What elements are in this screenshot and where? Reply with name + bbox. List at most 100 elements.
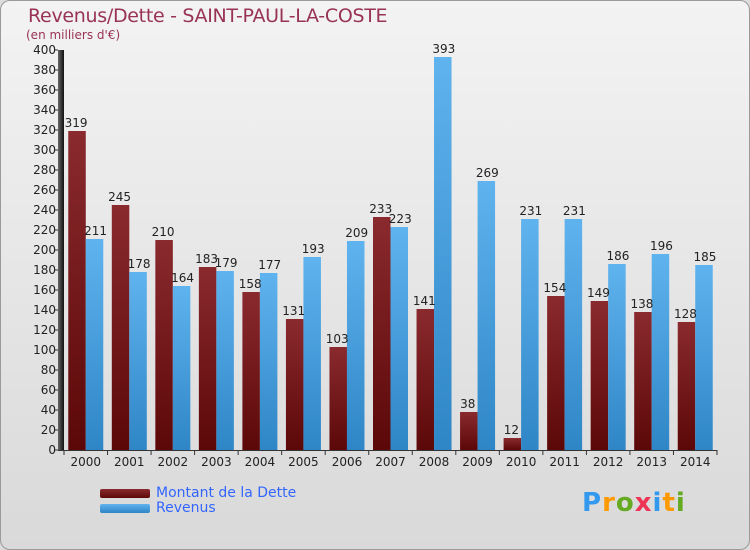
proxiti-logo: Proxiti — [582, 488, 686, 518]
bar-dette — [329, 347, 347, 450]
data-label-dette: 158 — [239, 277, 262, 291]
bar-revenus — [172, 286, 191, 450]
x-tick-label: 2007 — [375, 455, 406, 469]
data-label-dette: 138 — [630, 297, 653, 311]
x-tick-label: 2004 — [245, 455, 276, 469]
y-tick-label: 160 — [33, 283, 56, 297]
data-label-revenus: 177 — [258, 258, 281, 272]
data-label-revenus: 223 — [389, 212, 412, 226]
logo-letter: o — [615, 488, 635, 518]
data-label-dette: 233 — [369, 202, 392, 216]
data-label-revenus: 209 — [345, 226, 368, 240]
bar-dette — [503, 438, 522, 450]
bar-dette — [242, 292, 260, 450]
logo-letter: t — [662, 488, 676, 518]
y-tick-label: 280 — [33, 163, 56, 177]
data-label-dette: 319 — [65, 116, 88, 130]
y-tick-label: 180 — [33, 263, 56, 277]
chart-subtitle: (en milliers d'€) — [26, 28, 121, 42]
y-tick-label: 360 — [33, 83, 56, 97]
y-tick-label: 140 — [33, 303, 56, 317]
bar-revenus — [651, 254, 670, 450]
x-tick-label: 2012 — [593, 455, 624, 469]
data-label-revenus: 185 — [694, 250, 717, 264]
y-tick-label: 400 — [33, 43, 56, 57]
bar-dette — [155, 240, 173, 450]
data-label-revenus: 178 — [128, 257, 151, 271]
y-tick-label: 120 — [33, 323, 56, 337]
data-label-dette: 12 — [504, 423, 519, 437]
bar-revenus — [390, 227, 408, 450]
x-tick-label: 2009 — [462, 455, 493, 469]
data-label-dette: 131 — [282, 304, 305, 318]
y-tick-label: 300 — [33, 143, 56, 157]
data-label-dette: 38 — [460, 397, 475, 411]
bar-dette — [198, 267, 217, 450]
data-label-dette: 154 — [543, 281, 566, 295]
data-label-dette: 128 — [674, 307, 697, 321]
x-tick-label: 2013 — [636, 455, 667, 469]
chart-title: Revenus/Dette - SAINT-PAUL-LA-COSTE — [28, 5, 388, 27]
bar-dette — [416, 309, 435, 450]
bar-revenus — [346, 241, 365, 450]
y-tick-label: 80 — [41, 363, 56, 377]
data-label-revenus: 179 — [215, 256, 238, 270]
x-tick-label: 2010 — [506, 455, 537, 469]
x-tick-label: 2001 — [114, 455, 145, 469]
bar-dette — [590, 301, 609, 450]
legend-label-debt: Montant de la Dette — [156, 485, 297, 501]
logo-letter: P — [582, 488, 603, 518]
logo-letter: i — [652, 488, 663, 518]
data-label-dette: 245 — [108, 190, 131, 204]
y-axis-line — [58, 50, 64, 450]
bar-revenus — [259, 273, 278, 450]
x-tick-label: 2014 — [680, 455, 711, 469]
bar-revenus — [303, 257, 321, 450]
y-tick-label: 260 — [33, 183, 56, 197]
logo-letter: i — [675, 488, 686, 518]
bar-revenus — [695, 265, 713, 450]
logo-letter: x — [634, 488, 653, 518]
data-label-dette: 210 — [152, 225, 175, 239]
data-label-dette: 141 — [413, 294, 436, 308]
bar-revenus — [129, 272, 147, 450]
legend-swatch-debt — [100, 489, 150, 498]
y-tick-label: 320 — [33, 123, 56, 137]
data-label-revenus: 231 — [519, 204, 542, 218]
y-tick-label: 60 — [41, 383, 56, 397]
data-label-revenus: 231 — [563, 204, 586, 218]
legend-swatch-revenus — [100, 504, 150, 513]
data-label-revenus: 196 — [650, 239, 673, 253]
y-tick-label: 40 — [41, 403, 56, 417]
data-label-revenus: 164 — [171, 271, 194, 285]
logo-letter: r — [602, 488, 616, 518]
y-tick-label: 240 — [33, 203, 56, 217]
x-tick-label: 2000 — [70, 455, 101, 469]
bar-revenus — [216, 271, 234, 450]
bar-revenus — [608, 264, 626, 450]
y-tick-label: 220 — [33, 223, 56, 237]
bar-dette — [460, 412, 478, 450]
data-label-dette: 183 — [195, 252, 218, 266]
bar-revenus — [477, 181, 496, 450]
bar-revenus — [434, 57, 452, 450]
bar-dette — [547, 296, 565, 450]
y-tick-label: 100 — [33, 343, 56, 357]
data-label-revenus: 211 — [84, 224, 107, 238]
data-label-revenus: 186 — [606, 249, 629, 263]
bar-dette — [373, 217, 391, 450]
data-label-revenus: 269 — [476, 166, 499, 180]
bar-dette — [634, 312, 652, 450]
y-tick-label: 380 — [33, 63, 56, 77]
x-tick-label: 2003 — [201, 455, 232, 469]
bar-revenus — [521, 219, 539, 450]
x-tick-label: 2006 — [332, 455, 363, 469]
bar-revenus — [85, 239, 104, 450]
bar-dette — [677, 322, 696, 450]
y-tick-label: 0 — [48, 443, 56, 457]
data-label-revenus: 393 — [432, 42, 455, 56]
x-tick-label: 2011 — [549, 455, 580, 469]
x-tick-label: 2008 — [419, 455, 450, 469]
data-label-dette: 149 — [587, 286, 610, 300]
